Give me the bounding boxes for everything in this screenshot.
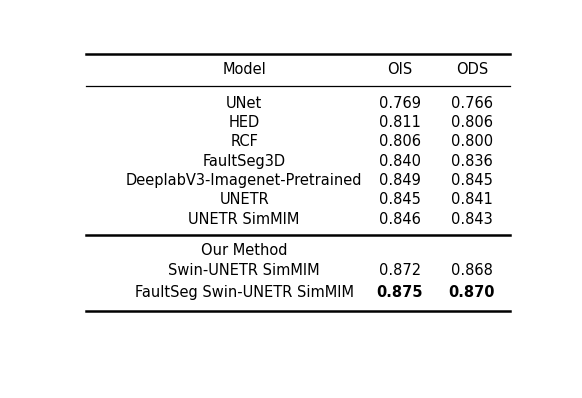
Text: 0.875: 0.875 xyxy=(377,285,423,300)
Text: DeeplabV3-Imagenet-Pretrained: DeeplabV3-Imagenet-Pretrained xyxy=(126,173,363,188)
Text: 0.766: 0.766 xyxy=(451,96,493,111)
Text: 0.800: 0.800 xyxy=(451,135,493,149)
Text: 0.843: 0.843 xyxy=(451,212,493,226)
Text: 0.849: 0.849 xyxy=(379,173,421,188)
Text: FaultSeg3D: FaultSeg3D xyxy=(203,154,286,169)
Text: FaultSeg Swin-UNETR SimMIM: FaultSeg Swin-UNETR SimMIM xyxy=(134,285,354,300)
Text: 0.836: 0.836 xyxy=(451,154,493,169)
Text: HED: HED xyxy=(229,115,260,130)
Text: 0.806: 0.806 xyxy=(451,115,493,130)
Text: 0.841: 0.841 xyxy=(451,192,493,207)
Text: UNet: UNet xyxy=(226,96,262,111)
Text: 0.870: 0.870 xyxy=(449,285,495,300)
Text: UNETR: UNETR xyxy=(219,192,269,207)
Text: OIS: OIS xyxy=(387,62,413,77)
Text: 0.845: 0.845 xyxy=(379,192,421,207)
Text: Our Method: Our Method xyxy=(201,242,288,258)
Text: 0.846: 0.846 xyxy=(379,212,421,226)
Text: RCF: RCF xyxy=(230,135,258,149)
Text: 0.811: 0.811 xyxy=(379,115,421,130)
Text: 0.868: 0.868 xyxy=(451,263,493,278)
Text: 0.840: 0.840 xyxy=(379,154,421,169)
Text: Model: Model xyxy=(222,62,266,77)
Text: 0.769: 0.769 xyxy=(379,96,421,111)
Text: 0.872: 0.872 xyxy=(379,263,421,278)
Text: 0.845: 0.845 xyxy=(451,173,493,188)
Text: 0.806: 0.806 xyxy=(379,135,421,149)
Text: ODS: ODS xyxy=(456,62,488,77)
Text: UNETR SimMIM: UNETR SimMIM xyxy=(189,212,300,226)
Text: Swin-UNETR SimMIM: Swin-UNETR SimMIM xyxy=(168,263,320,278)
